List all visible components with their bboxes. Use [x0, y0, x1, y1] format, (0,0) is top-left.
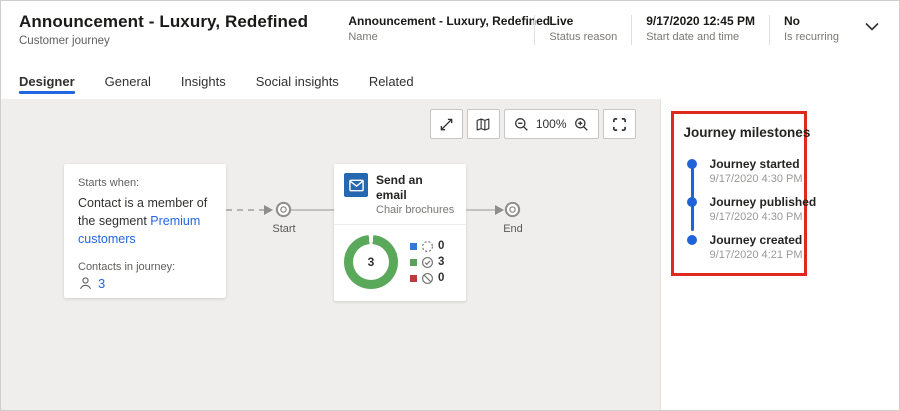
email-status-donut: 3	[344, 235, 398, 289]
milestones-panel: Journey milestones Journey started 9/17/…	[659, 99, 899, 410]
end-node-icon	[504, 201, 521, 223]
success-icon	[421, 256, 434, 268]
contacts-in-journey-label: Contacts in journey:	[78, 261, 176, 274]
milestone-label: Journey published	[709, 195, 817, 209]
email-icon	[344, 173, 368, 197]
field-start-date-value: 9/17/2020 12:45 PM	[646, 14, 755, 28]
arrowhead-icon	[495, 205, 504, 215]
page-subtitle: Customer journey	[19, 35, 110, 47]
main-content: 100% Starts when: Contact is a member of…	[1, 99, 899, 410]
succeeded-swatch	[410, 258, 417, 266]
connector-solid	[291, 209, 334, 211]
field-is-recurring-label: Is recurring	[783, 31, 839, 43]
donut-total: 3	[353, 244, 389, 280]
contacts-count-link[interactable]: 3	[98, 276, 106, 292]
map-icon	[476, 118, 490, 130]
milestone-timestamp: 9/17/2020 4:30 PM	[709, 211, 803, 223]
expand-button[interactable]	[429, 109, 463, 139]
send-email-tile[interactable]: Send an email Chair brochures 3 0	[334, 164, 466, 301]
blocked-count: 0	[438, 272, 445, 284]
start-node-label: Start	[272, 223, 296, 235]
divider	[534, 15, 536, 45]
tab-bar: Designer General Insights Social insight…	[1, 59, 899, 99]
fit-to-screen-button[interactable]	[602, 109, 636, 139]
contacts-row: 3	[78, 276, 212, 291]
divider	[768, 15, 770, 45]
zoom-control: 100%	[503, 109, 599, 139]
email-tile-header: Send an email Chair brochures	[334, 164, 466, 225]
milestones-highlight-box: Journey milestones Journey started 9/17/…	[670, 111, 817, 276]
start-condition-text: Contact is a member of the segment Premi…	[78, 195, 212, 248]
legend-succeeded-row: 3	[410, 256, 444, 269]
milestone-timestamp: 9/17/2020 4:21 PM	[709, 249, 803, 261]
arrowhead-icon	[264, 205, 273, 215]
tab-social-insights[interactable]: Social insights	[255, 74, 339, 89]
legend-blocked-row: 0	[410, 272, 444, 285]
email-tile-subtitle: Chair brochures	[376, 204, 455, 216]
start-node-icon	[275, 201, 292, 223]
milestone-item: Journey started 9/17/2020 4:30 PM	[686, 157, 803, 185]
title-block: Announcement - Luxury, Redefined Custome…	[19, 12, 308, 47]
milestones-timeline: Journey started 9/17/2020 4:30 PM Journe…	[684, 157, 817, 261]
tab-general[interactable]: General	[104, 74, 151, 89]
canvas-toolbar: 100%	[429, 109, 636, 139]
milestone-label: Journey created	[709, 233, 803, 247]
field-is-recurring-value: No	[783, 14, 800, 28]
field-name-label: Name	[348, 31, 378, 43]
field-status-reason: Live Status reason	[535, 14, 631, 43]
zoom-out-icon[interactable]	[514, 117, 529, 132]
record-header: Announcement - Luxury, Redefined Custome…	[1, 1, 899, 59]
legend-pending-row: 0	[410, 240, 444, 253]
starts-when-label: Starts when:	[78, 177, 140, 189]
pending-icon	[421, 240, 434, 252]
blocked-swatch	[410, 274, 417, 282]
divider	[631, 15, 633, 45]
milestone-item: Journey published 9/17/2020 4:30 PM	[686, 195, 817, 223]
chevron-down-icon[interactable]	[863, 20, 881, 39]
milestones-title: Journey milestones	[683, 125, 811, 140]
pending-swatch	[410, 242, 417, 250]
segment-start-tile[interactable]: Starts when: Contact is a member of the …	[64, 164, 226, 298]
tab-related[interactable]: Related	[368, 74, 414, 89]
milestone-timestamp: 9/17/2020 4:30 PM	[709, 173, 803, 185]
field-name: Announcement - Luxury, Redefined Name	[334, 14, 551, 43]
end-node-label: End	[503, 223, 523, 235]
page-title: Announcement - Luxury, Redefined	[19, 12, 309, 31]
field-status-reason-label: Status reason	[549, 31, 618, 43]
field-status-reason-value: Live	[549, 14, 574, 28]
timeline-dot-icon	[686, 235, 697, 245]
tab-designer[interactable]: Designer	[19, 74, 75, 99]
field-start-date-label: Start date and time	[646, 31, 740, 43]
pending-count: 0	[438, 240, 445, 252]
blocked-icon	[421, 272, 434, 284]
fit-screen-icon	[612, 117, 626, 131]
condition-prefix: Contact is a member of the segment	[78, 196, 208, 228]
milestone-item: Journey created 9/17/2020 4:21 PM	[686, 233, 803, 261]
email-tile-text: Send an email Chair brochures	[376, 173, 456, 216]
succeeded-count: 3	[438, 256, 445, 268]
connector-solid	[466, 209, 496, 211]
timeline-dot-icon	[686, 197, 697, 207]
field-start-date: 9/17/2020 12:45 PM Start date and time	[632, 14, 769, 43]
journey-designer-canvas[interactable]: 100% Starts when: Contact is a member of…	[1, 99, 660, 410]
timeline-dot-icon	[686, 159, 697, 169]
tab-insights[interactable]: Insights	[180, 74, 226, 89]
email-status-legend: 0 3 0	[410, 240, 444, 285]
header-summary-fields: Announcement - Luxury, Redefined Name Li…	[334, 12, 883, 45]
email-tile-body: 3 0 3	[334, 225, 466, 301]
expand-icon	[440, 118, 453, 130]
field-name-value: Announcement - Luxury, Redefined	[348, 14, 551, 28]
segment-link[interactable]: Premium customers	[78, 213, 201, 246]
field-is-recurring: No Is recurring	[770, 14, 853, 43]
milestone-label: Journey started	[709, 157, 800, 171]
email-tile-title: Send an email	[376, 173, 423, 202]
person-icon	[80, 277, 91, 290]
minimap-button[interactable]	[466, 109, 500, 139]
connector-dashed	[226, 209, 265, 211]
zoom-in-icon[interactable]	[574, 117, 589, 132]
zoom-level-label: 100%	[535, 117, 567, 131]
